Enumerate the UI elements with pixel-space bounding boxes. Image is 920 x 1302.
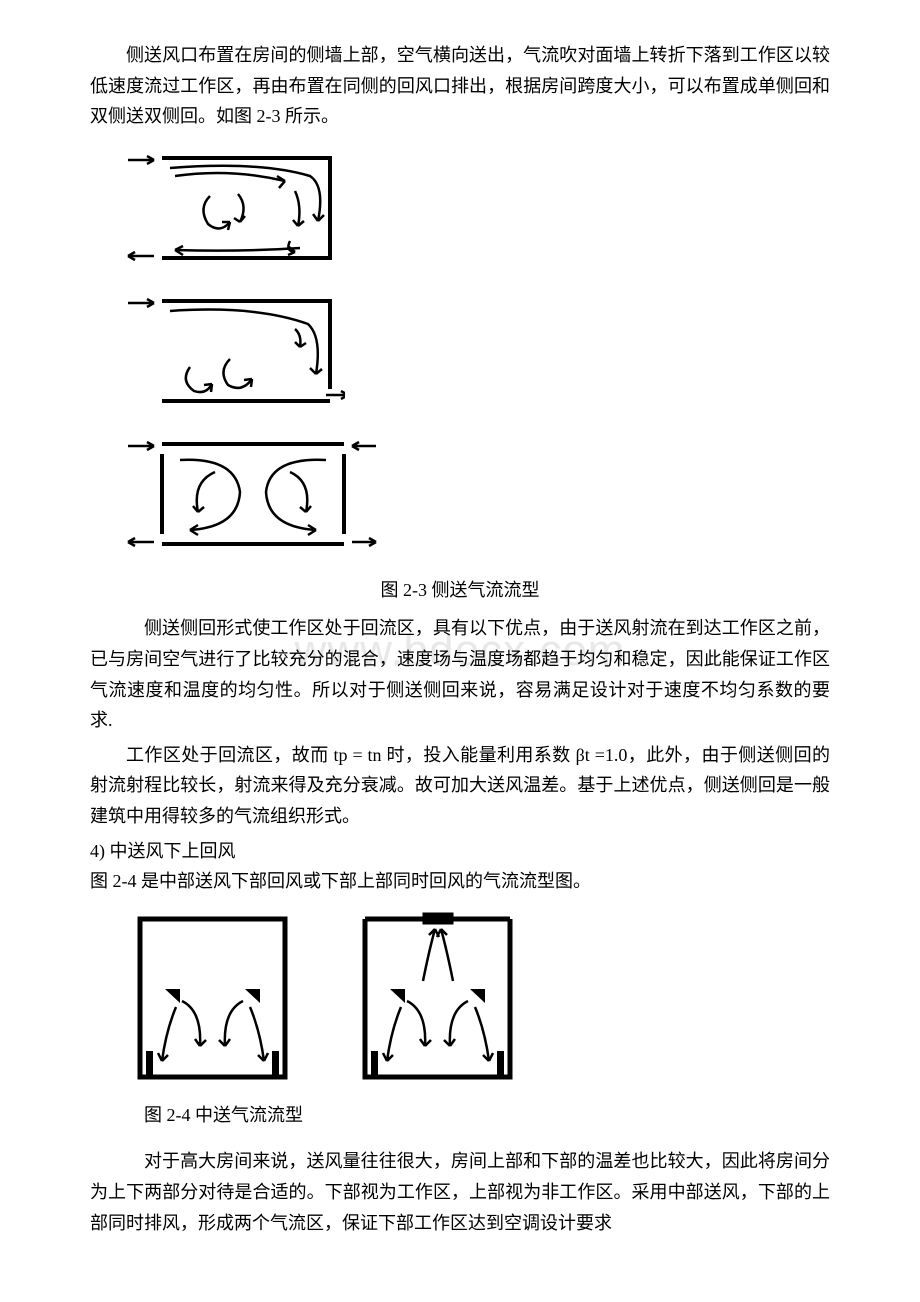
diagram-2-4a <box>130 911 295 1086</box>
intro-paragraph: 侧送风口布置在房间的侧墙上部，空气横向送出，气流吹对面墙上转折下落到工作区以较低… <box>90 40 830 132</box>
figure-2-3-caption: 图 2-3 侧送气流流型 <box>90 575 830 606</box>
paragraph-4: 对于高大房间来说，送风量往往很大，房间上部和下部的温差也比较大，因此将房间分为上… <box>90 1146 830 1238</box>
figure-2-3-diagrams <box>120 146 830 557</box>
diagram-2-4b <box>355 911 520 1086</box>
paragraph-3: 工作区处于回流区，故而 tp = tn 时，投入能量利用系数 βt =1.0，此… <box>90 740 830 832</box>
figure-2-4-caption: 图 2-4 中送气流流型 <box>90 1100 830 1131</box>
diagram-2-3b <box>120 289 830 414</box>
item-4-text: 图 2-4 是中部送风下部回风或下部上部同时回风的气流流型图。 <box>90 866 830 897</box>
diagram-2-3c <box>120 432 830 557</box>
paragraph-2: 侧送侧回形式使工作区处于回流区，具有以下优点，由于送风射流在到达工作区之前，已与… <box>90 613 830 735</box>
item-4-label: 4) 中送风下上回风 <box>90 836 830 867</box>
diagram-2-3a <box>120 146 830 271</box>
figure-2-4-diagrams <box>130 911 830 1086</box>
